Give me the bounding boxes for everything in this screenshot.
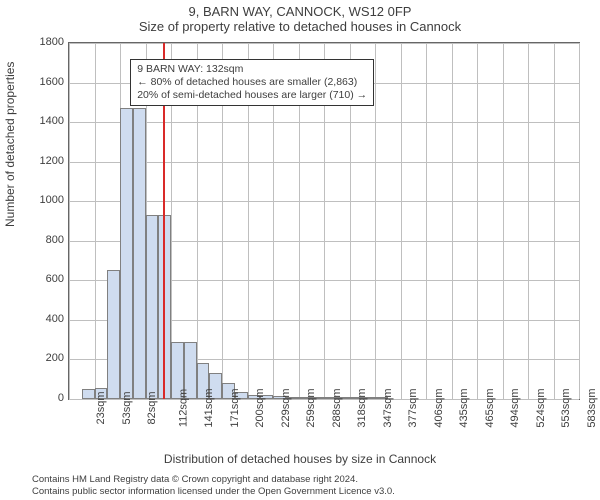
annotation-line-1: 9 BARN WAY: 132sqm xyxy=(137,63,367,76)
grid-line-v xyxy=(69,43,70,399)
histogram-bar xyxy=(107,270,120,399)
y-tick-label: 200 xyxy=(24,352,64,364)
x-tick-label: 259sqm xyxy=(305,388,317,427)
license-text: Contains HM Land Registry data © Crown c… xyxy=(32,474,395,498)
chart-container: 9, BARN WAY, CANNOCK, WS12 0FP Size of p… xyxy=(0,0,600,500)
grid-line-v xyxy=(375,43,376,399)
y-tick-label: 0 xyxy=(24,392,64,404)
y-tick-label: 800 xyxy=(24,234,64,246)
license-line-2: Contains public sector information licen… xyxy=(32,486,395,498)
x-tick-label: 524sqm xyxy=(535,388,547,427)
y-tick-label: 1000 xyxy=(24,194,64,206)
histogram-bar xyxy=(82,389,95,399)
x-tick-label: 435sqm xyxy=(458,388,470,427)
grid-line-v xyxy=(503,43,504,399)
x-tick-label: 465sqm xyxy=(484,388,496,427)
y-tick-label: 600 xyxy=(24,273,64,285)
annotation-line-3: 20% of semi-detached houses are larger (… xyxy=(137,89,367,102)
grid-line-v xyxy=(452,43,453,399)
grid-line-v xyxy=(554,43,555,399)
y-tick-label: 1200 xyxy=(24,155,64,167)
grid-line-v xyxy=(579,43,580,399)
x-tick-label: 583sqm xyxy=(586,388,598,427)
x-tick-label: 229sqm xyxy=(280,388,292,427)
x-tick-label: 318sqm xyxy=(356,388,368,427)
license-line-1: Contains HM Land Registry data © Crown c… xyxy=(32,474,395,486)
x-tick-label: 406sqm xyxy=(433,388,445,427)
x-tick-label: 347sqm xyxy=(382,388,394,427)
grid-line-v xyxy=(95,43,96,399)
x-tick-label: 82sqm xyxy=(146,391,158,424)
grid-line-v xyxy=(528,43,529,399)
x-tick-label: 112sqm xyxy=(177,389,189,427)
annotation-line-2: ← 80% of detached houses are smaller (2,… xyxy=(137,76,367,89)
chart-title: 9, BARN WAY, CANNOCK, WS12 0FP xyxy=(0,0,600,19)
x-tick-label: 141sqm xyxy=(203,388,215,427)
chart-subtitle: Size of property relative to detached ho… xyxy=(0,19,600,36)
x-tick-label: 23sqm xyxy=(95,391,107,424)
x-tick-label: 53sqm xyxy=(121,391,133,424)
histogram-bar xyxy=(146,215,159,399)
y-axis-label: Number of detached properties xyxy=(3,62,17,227)
x-tick-label: 171sqm xyxy=(229,388,241,427)
histogram-bar xyxy=(120,108,133,399)
x-tick-label: 494sqm xyxy=(509,388,521,427)
x-tick-label: 553sqm xyxy=(560,388,572,427)
grid-line-v xyxy=(426,43,427,399)
y-tick-label: 400 xyxy=(24,313,64,325)
grid-line-v xyxy=(477,43,478,399)
x-tick-label: 288sqm xyxy=(331,388,343,427)
y-tick-label: 1600 xyxy=(24,76,64,88)
annotation-box: 9 BARN WAY: 132sqm← 80% of detached hous… xyxy=(130,59,374,106)
y-tick-label: 1800 xyxy=(24,36,64,48)
x-tick-label: 200sqm xyxy=(254,388,266,427)
x-tick-label: 377sqm xyxy=(407,388,419,427)
y-tick-label: 1400 xyxy=(24,115,64,127)
histogram-bar xyxy=(133,108,146,399)
grid-line-v xyxy=(401,43,402,399)
chart-plot-area: 9 BARN WAY: 132sqm← 80% of detached hous… xyxy=(68,42,580,400)
x-axis-label: Distribution of detached houses by size … xyxy=(0,452,600,466)
